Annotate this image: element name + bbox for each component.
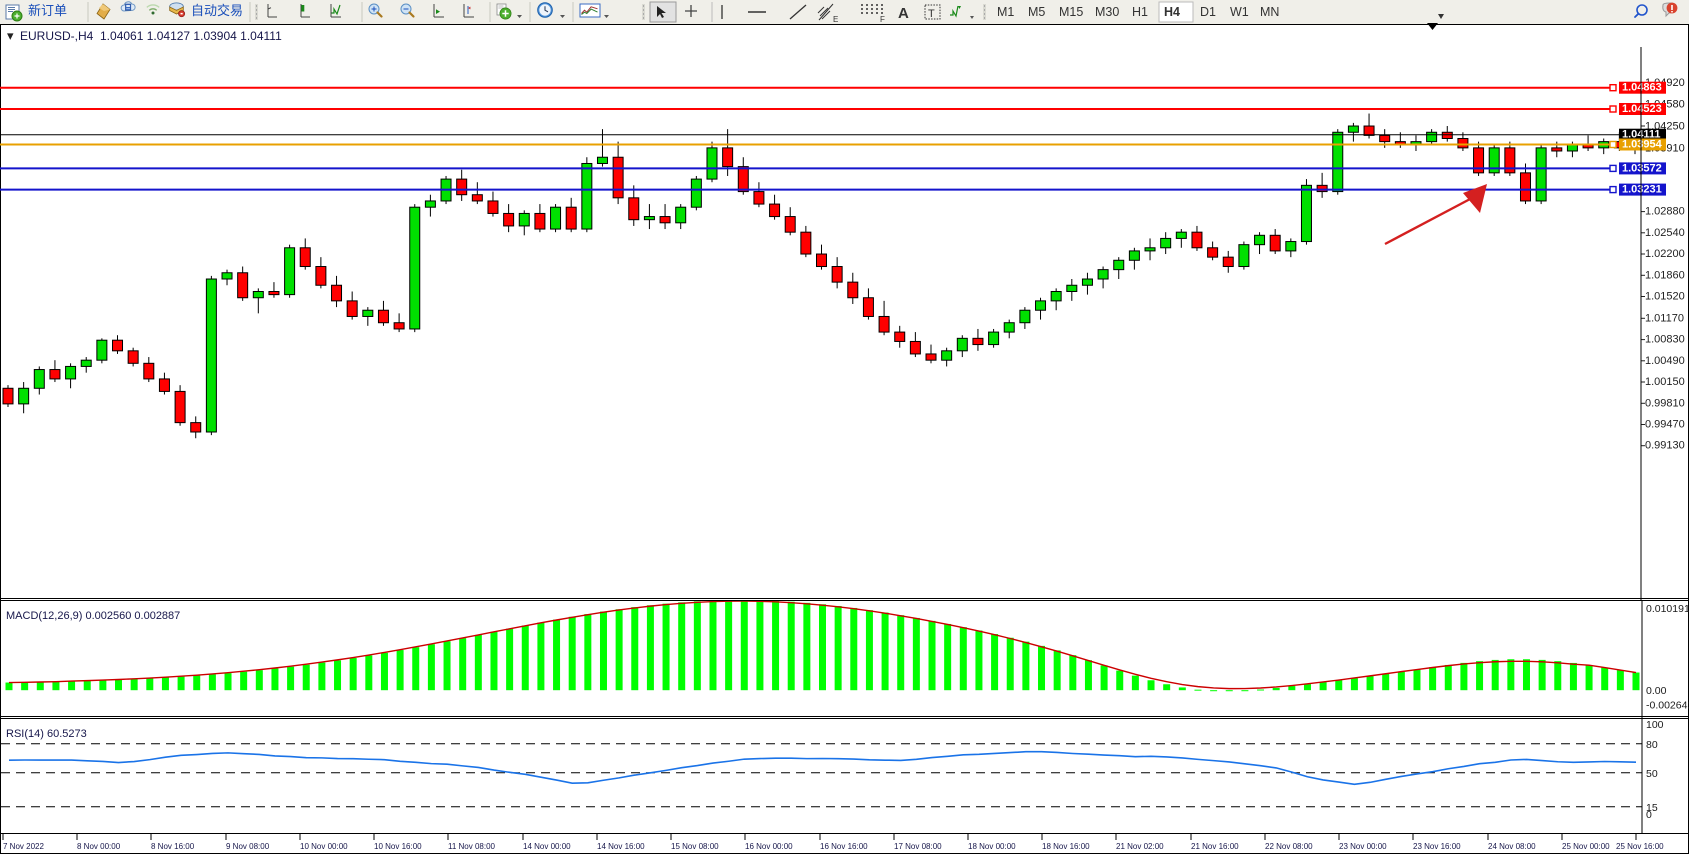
svg-text:80: 80 bbox=[1646, 739, 1658, 751]
svg-text:1.04523: 1.04523 bbox=[1622, 103, 1662, 115]
svg-text:23 Nov 00:00: 23 Nov 00:00 bbox=[1339, 842, 1387, 851]
svg-text:18 Nov 00:00: 18 Nov 00:00 bbox=[968, 842, 1016, 851]
svg-text:50: 50 bbox=[1646, 768, 1658, 780]
svg-text:1.01860: 1.01860 bbox=[1645, 269, 1685, 281]
svg-text:22 Nov 08:00: 22 Nov 08:00 bbox=[1265, 842, 1313, 851]
svg-text:1.01520: 1.01520 bbox=[1645, 291, 1685, 303]
svg-text:0: 0 bbox=[1646, 809, 1652, 821]
svg-text:100: 100 bbox=[1646, 719, 1664, 731]
svg-text:1.03231: 1.03231 bbox=[1622, 184, 1662, 196]
svg-text:24 Nov 08:00: 24 Nov 08:00 bbox=[1488, 842, 1536, 851]
svg-text:7 Nov 2022: 7 Nov 2022 bbox=[3, 842, 44, 851]
svg-text:10 Nov 00:00: 10 Nov 00:00 bbox=[300, 842, 348, 851]
svg-text:0.010191: 0.010191 bbox=[1646, 603, 1689, 615]
svg-text:25 Nov 00:00: 25 Nov 00:00 bbox=[1562, 842, 1610, 851]
svg-text:1.02200: 1.02200 bbox=[1645, 248, 1685, 260]
svg-text:16 Nov 16:00: 16 Nov 16:00 bbox=[820, 842, 868, 851]
svg-text:8 Nov 00:00: 8 Nov 00:00 bbox=[77, 842, 121, 851]
svg-text:23 Nov 16:00: 23 Nov 16:00 bbox=[1413, 842, 1461, 851]
svg-text:14 Nov 16:00: 14 Nov 16:00 bbox=[597, 842, 645, 851]
svg-text:0.99470: 0.99470 bbox=[1645, 419, 1685, 431]
svg-text:18 Nov 16:00: 18 Nov 16:00 bbox=[1042, 842, 1090, 851]
svg-text:0.00: 0.00 bbox=[1646, 685, 1667, 697]
svg-text:1.03572: 1.03572 bbox=[1622, 162, 1662, 174]
svg-text:8 Nov 16:00: 8 Nov 16:00 bbox=[151, 842, 195, 851]
svg-text:25 Nov 16:00: 25 Nov 16:00 bbox=[1616, 842, 1664, 851]
svg-text:0.99130: 0.99130 bbox=[1645, 440, 1685, 452]
svg-text:1.02540: 1.02540 bbox=[1645, 227, 1685, 239]
svg-text:1.01170: 1.01170 bbox=[1645, 312, 1684, 324]
svg-text:10 Nov 16:00: 10 Nov 16:00 bbox=[374, 842, 422, 851]
svg-text:1.00490: 1.00490 bbox=[1645, 355, 1685, 367]
svg-text:15 Nov 08:00: 15 Nov 08:00 bbox=[671, 842, 719, 851]
svg-text:9 Nov 08:00: 9 Nov 08:00 bbox=[226, 842, 270, 851]
svg-text:-0.002642: -0.002642 bbox=[1646, 700, 1689, 712]
svg-text:1.02880: 1.02880 bbox=[1645, 206, 1685, 218]
svg-text:1.04863: 1.04863 bbox=[1622, 82, 1662, 94]
svg-text:1.03954: 1.03954 bbox=[1622, 139, 1663, 151]
svg-text:0.99810: 0.99810 bbox=[1645, 397, 1685, 409]
svg-text:21 Nov 02:00: 21 Nov 02:00 bbox=[1116, 842, 1164, 851]
svg-text:14 Nov 00:00: 14 Nov 00:00 bbox=[523, 842, 571, 851]
svg-text:21 Nov 16:00: 21 Nov 16:00 bbox=[1191, 842, 1239, 851]
svg-text:16 Nov 00:00: 16 Nov 00:00 bbox=[745, 842, 793, 851]
svg-text:17 Nov 08:00: 17 Nov 08:00 bbox=[894, 842, 942, 851]
svg-text:1.00150: 1.00150 bbox=[1645, 376, 1685, 388]
svg-text:1.00830: 1.00830 bbox=[1645, 334, 1685, 346]
svg-text:11 Nov 08:00: 11 Nov 08:00 bbox=[448, 842, 496, 851]
